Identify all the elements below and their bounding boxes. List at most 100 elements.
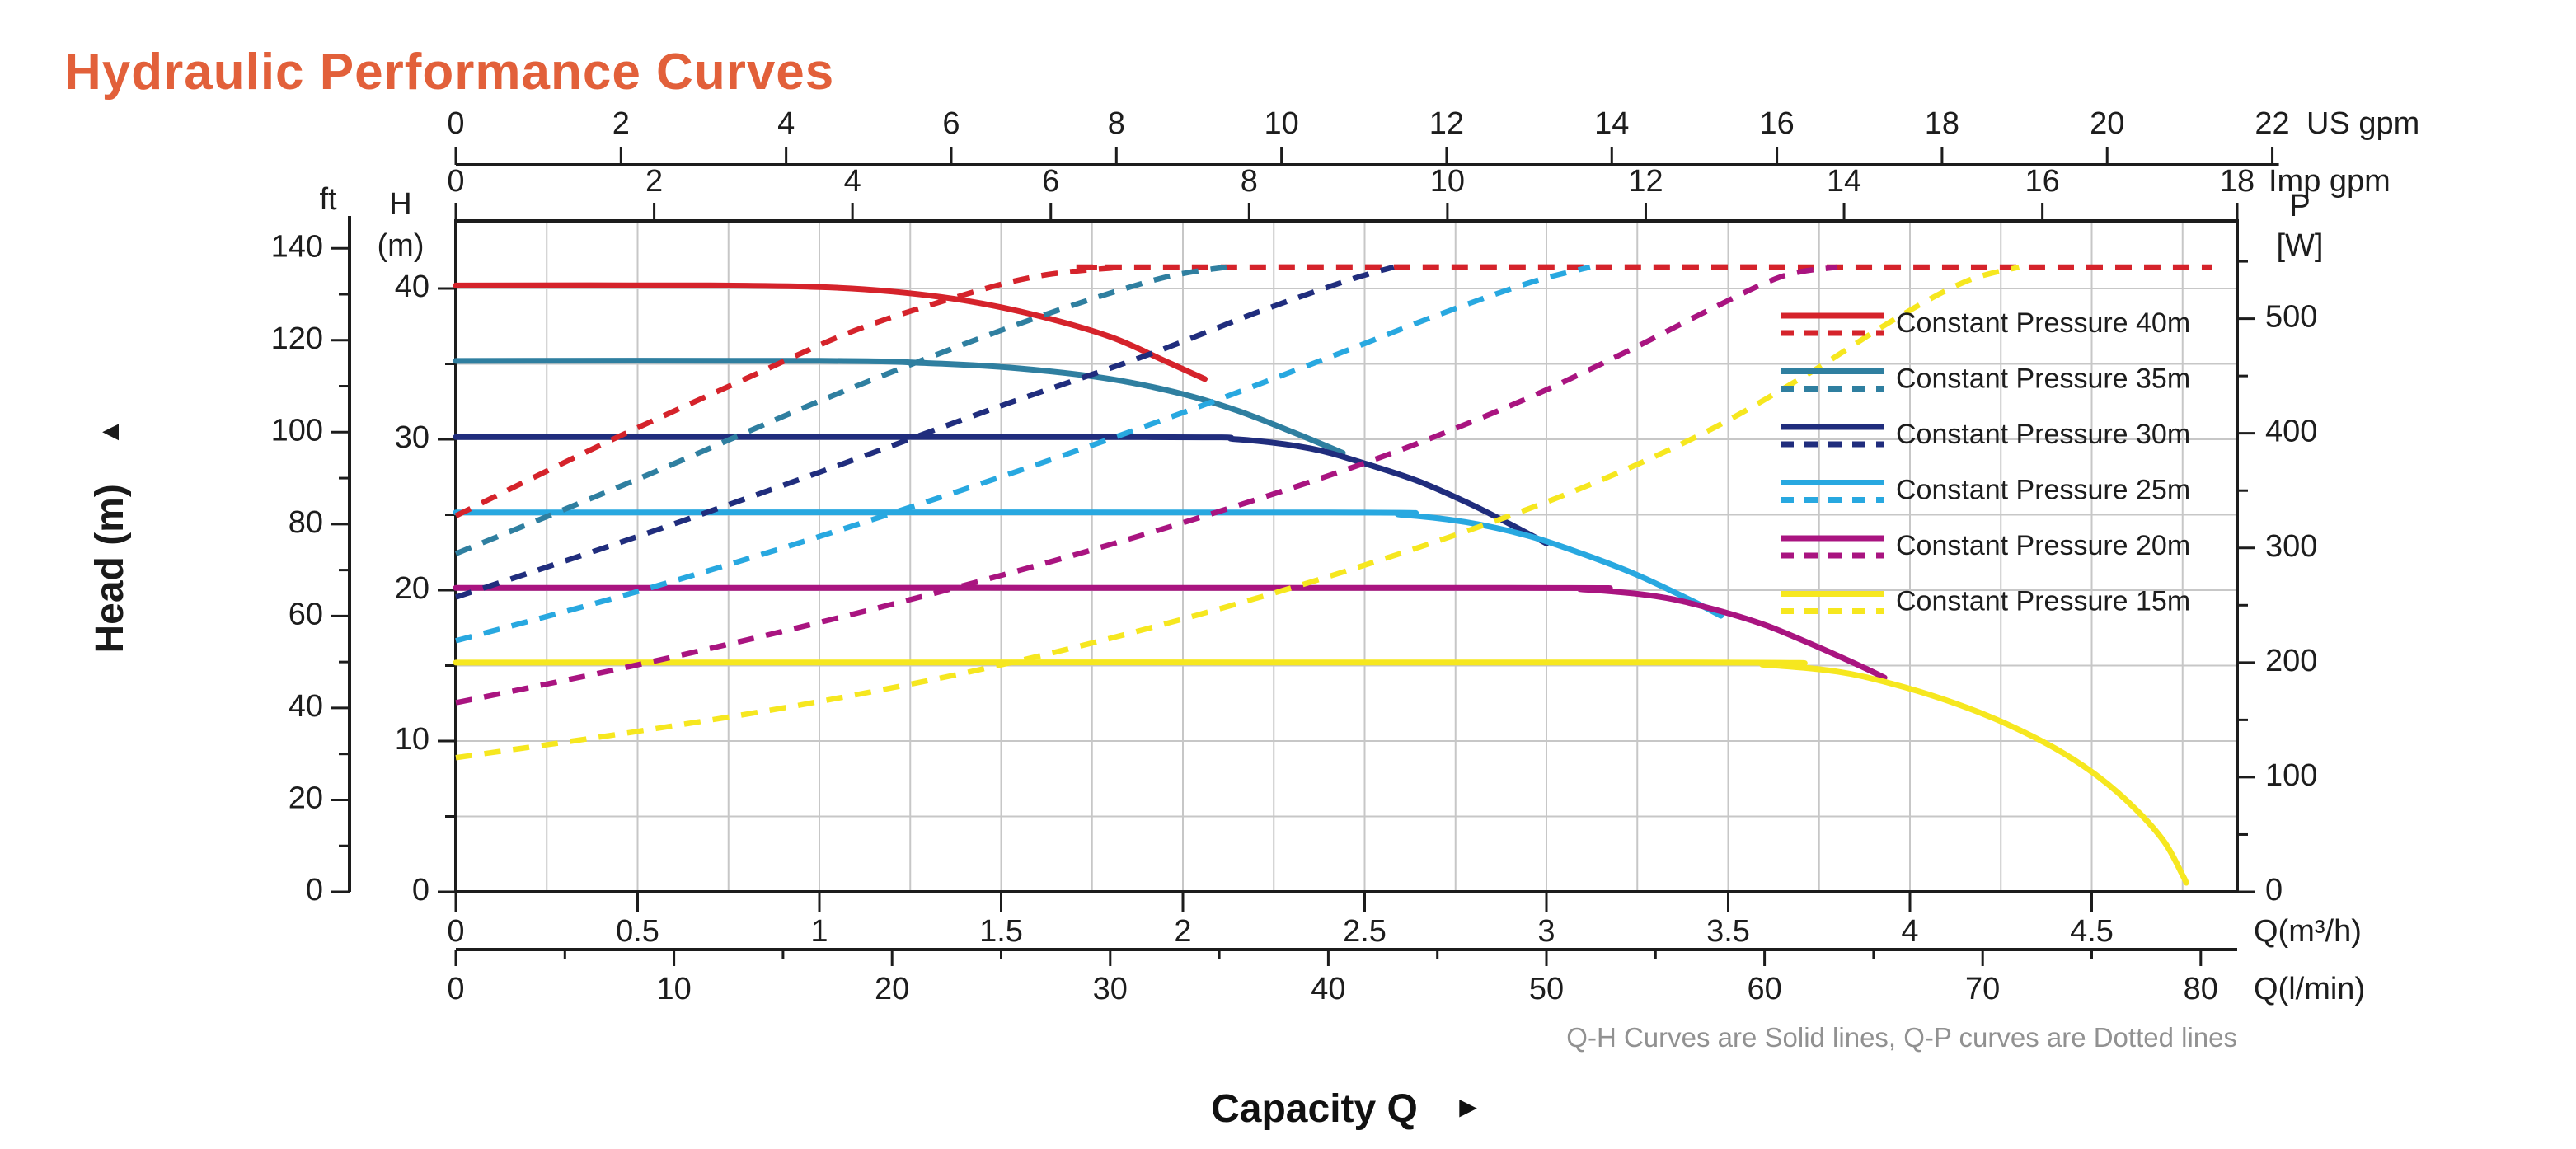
legend: Constant Pressure 40m Constant Pressure 3…	[1781, 307, 2190, 617]
axis-q-lmin: 0 10 20 30 40 50 60 70 80 Q(l/min)	[447, 948, 2365, 1006]
ft-tick-label: 20	[289, 781, 323, 815]
imp-gpm-tick-label: 16	[2025, 164, 2059, 199]
chart-footnote: Q-H Curves are Solid lines, Q-P curves a…	[1566, 1022, 2237, 1053]
us-gpm-tick-label: 22	[2255, 106, 2289, 141]
legend-item-40m: Constant Pressure 40m	[1781, 307, 2190, 339]
legend-item-30m: Constant Pressure 30m	[1781, 419, 2190, 450]
q-m3h-tick-label: 3.5	[1706, 914, 1750, 949]
imp-gpm-tick-label: 14	[1827, 164, 1861, 199]
q-m3h-tick-label: 4	[1901, 914, 1918, 949]
y-axis-title-text: Head (m)	[87, 484, 132, 654]
power-tick-label: 0	[2265, 873, 2283, 907]
axis-imp-gpm: 0 2 4 6 8 10 12 14 16 18 Imp gpm	[447, 164, 2391, 221]
ft-unit-label: ft	[319, 182, 337, 217]
us-gpm-tick-label: 6	[942, 106, 960, 141]
power-tick-label: 300	[2265, 529, 2317, 564]
legend-item-35m: Constant Pressure 35m	[1781, 363, 2190, 394]
qh-curve-35m	[453, 358, 1346, 456]
head-m-unit-label: (m)	[378, 228, 425, 263]
power-tick-label: 200	[2265, 644, 2317, 678]
q-m3h-tick-label: 1	[810, 914, 828, 949]
ft-tick-label: 60	[289, 597, 323, 631]
us-gpm-unit-label: US gpm	[2306, 106, 2419, 141]
q-lmin-unit-label: Q(l/min)	[2254, 972, 2365, 1006]
up-arrow-icon: ▲	[93, 418, 125, 447]
q-m3h-tick-label: 2	[1174, 914, 1191, 949]
ft-tick-label: 40	[289, 689, 323, 724]
axis-head-m: 0 10 20 30 40 H (m)	[378, 187, 456, 907]
q-lmin-tick-label: 80	[2184, 972, 2218, 1006]
us-gpm-tick-label: 2	[612, 106, 630, 141]
q-lmin-tick-label: 20	[875, 972, 909, 1006]
legend-item-25m: Constant Pressure 25m	[1781, 474, 2190, 505]
q-lmin-tick-label: 70	[1965, 972, 2000, 1006]
ft-tick-label: 120	[271, 321, 323, 356]
q-m3h-tick-label: 2.5	[1343, 914, 1387, 949]
ft-tick-label: 0	[306, 873, 323, 907]
power-unit-label: [W]	[2277, 228, 2324, 263]
imp-gpm-tick-label: 8	[1241, 164, 1258, 199]
power-tick-label: 100	[2265, 758, 2317, 793]
axis-us-gpm: 0 2 4 6 8 10 12 14 16 18 20 22 US gpm	[447, 106, 2419, 166]
q-m3h-tick-label: 1.5	[979, 914, 1023, 949]
imp-gpm-tick-label: 10	[1430, 164, 1465, 199]
power-tick-label: 400	[2265, 415, 2317, 449]
imp-gpm-tick-label: 6	[1042, 164, 1059, 199]
legend-label: Constant Pressure 35m	[1896, 363, 2190, 394]
q-lmin-tick-label: 50	[1529, 972, 1564, 1006]
imp-gpm-unit-label: Imp gpm	[2269, 164, 2391, 199]
x-axis-title-text: Capacity Q	[1211, 1087, 1418, 1131]
q-m3h-tick-label: 0.5	[616, 914, 659, 949]
right-arrow-icon: ►	[1453, 1090, 1483, 1123]
us-gpm-tick-label: 8	[1108, 106, 1125, 141]
us-gpm-tick-label: 10	[1264, 106, 1298, 141]
qp-curve-40m	[454, 264, 2212, 518]
q-lmin-tick-label: 60	[1747, 972, 1781, 1006]
page-title: Hydraulic Performance Curves	[64, 43, 835, 101]
legend-label: Constant Pressure 20m	[1896, 530, 2190, 561]
q-lmin-tick-label: 40	[1311, 972, 1345, 1006]
legend-item-15m: Constant Pressure 15m	[1781, 585, 2190, 617]
imp-gpm-tick-label: 4	[844, 164, 861, 199]
qh-curve-25m	[453, 509, 1724, 619]
us-gpm-tick-label: 14	[1594, 106, 1629, 141]
power-unit-label: P	[2289, 189, 2310, 223]
power-tick-label: 500	[2265, 300, 2317, 335]
head-m-tick-label: 30	[395, 420, 429, 455]
q-lmin-tick-label: 30	[1093, 972, 1128, 1006]
qp-curve-20m	[455, 264, 1838, 706]
head-m-tick-label: 0	[412, 873, 429, 907]
head-m-tick-label: 40	[395, 270, 429, 304]
us-gpm-tick-label: 4	[777, 106, 795, 141]
qp-curve-15m	[455, 264, 2020, 761]
q-m3h-tick-label: 0	[447, 914, 464, 949]
imp-gpm-tick-label: 2	[645, 164, 663, 199]
us-gpm-tick-label: 16	[1759, 106, 1794, 141]
us-gpm-tick-label: 0	[447, 106, 464, 141]
qh-curve-30m	[453, 434, 1550, 546]
us-gpm-tick-label: 20	[2090, 106, 2124, 141]
head-m-tick-label: 20	[395, 571, 429, 606]
q-lmin-tick-label: 10	[656, 972, 691, 1006]
legend-label: Constant Pressure 40m	[1896, 307, 2190, 339]
us-gpm-tick-label: 18	[1925, 106, 1959, 141]
qp-curve-25m	[455, 264, 1591, 644]
legend-label: Constant Pressure 30m	[1896, 419, 2190, 450]
imp-gpm-tick-label: 18	[2220, 164, 2255, 199]
head-m-unit-label: H	[389, 187, 411, 222]
ft-tick-label: 100	[271, 413, 323, 448]
imp-gpm-tick-label: 0	[447, 164, 464, 199]
x-axis-title: Capacity Q ►	[976, 1086, 1718, 1132]
axis-power-w: 0 100 200 300 400 500 P [W]	[2237, 189, 2323, 907]
q-m3h-tick-label: 4.5	[2070, 914, 2114, 949]
axis-q-m3h: 0 0.5 1 1.5 2 2.5 3 3.5 4 4.5 Q(m³/h)	[447, 892, 2362, 949]
imp-gpm-tick-label: 12	[1628, 164, 1663, 199]
q-lmin-tick-label: 0	[447, 972, 464, 1006]
qh-curve-15m	[453, 659, 2189, 886]
head-m-tick-label: 10	[395, 722, 429, 757]
qp-curves	[454, 264, 2212, 761]
y-axis-title: Head (m) ▲	[84, 363, 135, 709]
q-m3h-unit-label: Q(m³/h)	[2254, 914, 2362, 949]
